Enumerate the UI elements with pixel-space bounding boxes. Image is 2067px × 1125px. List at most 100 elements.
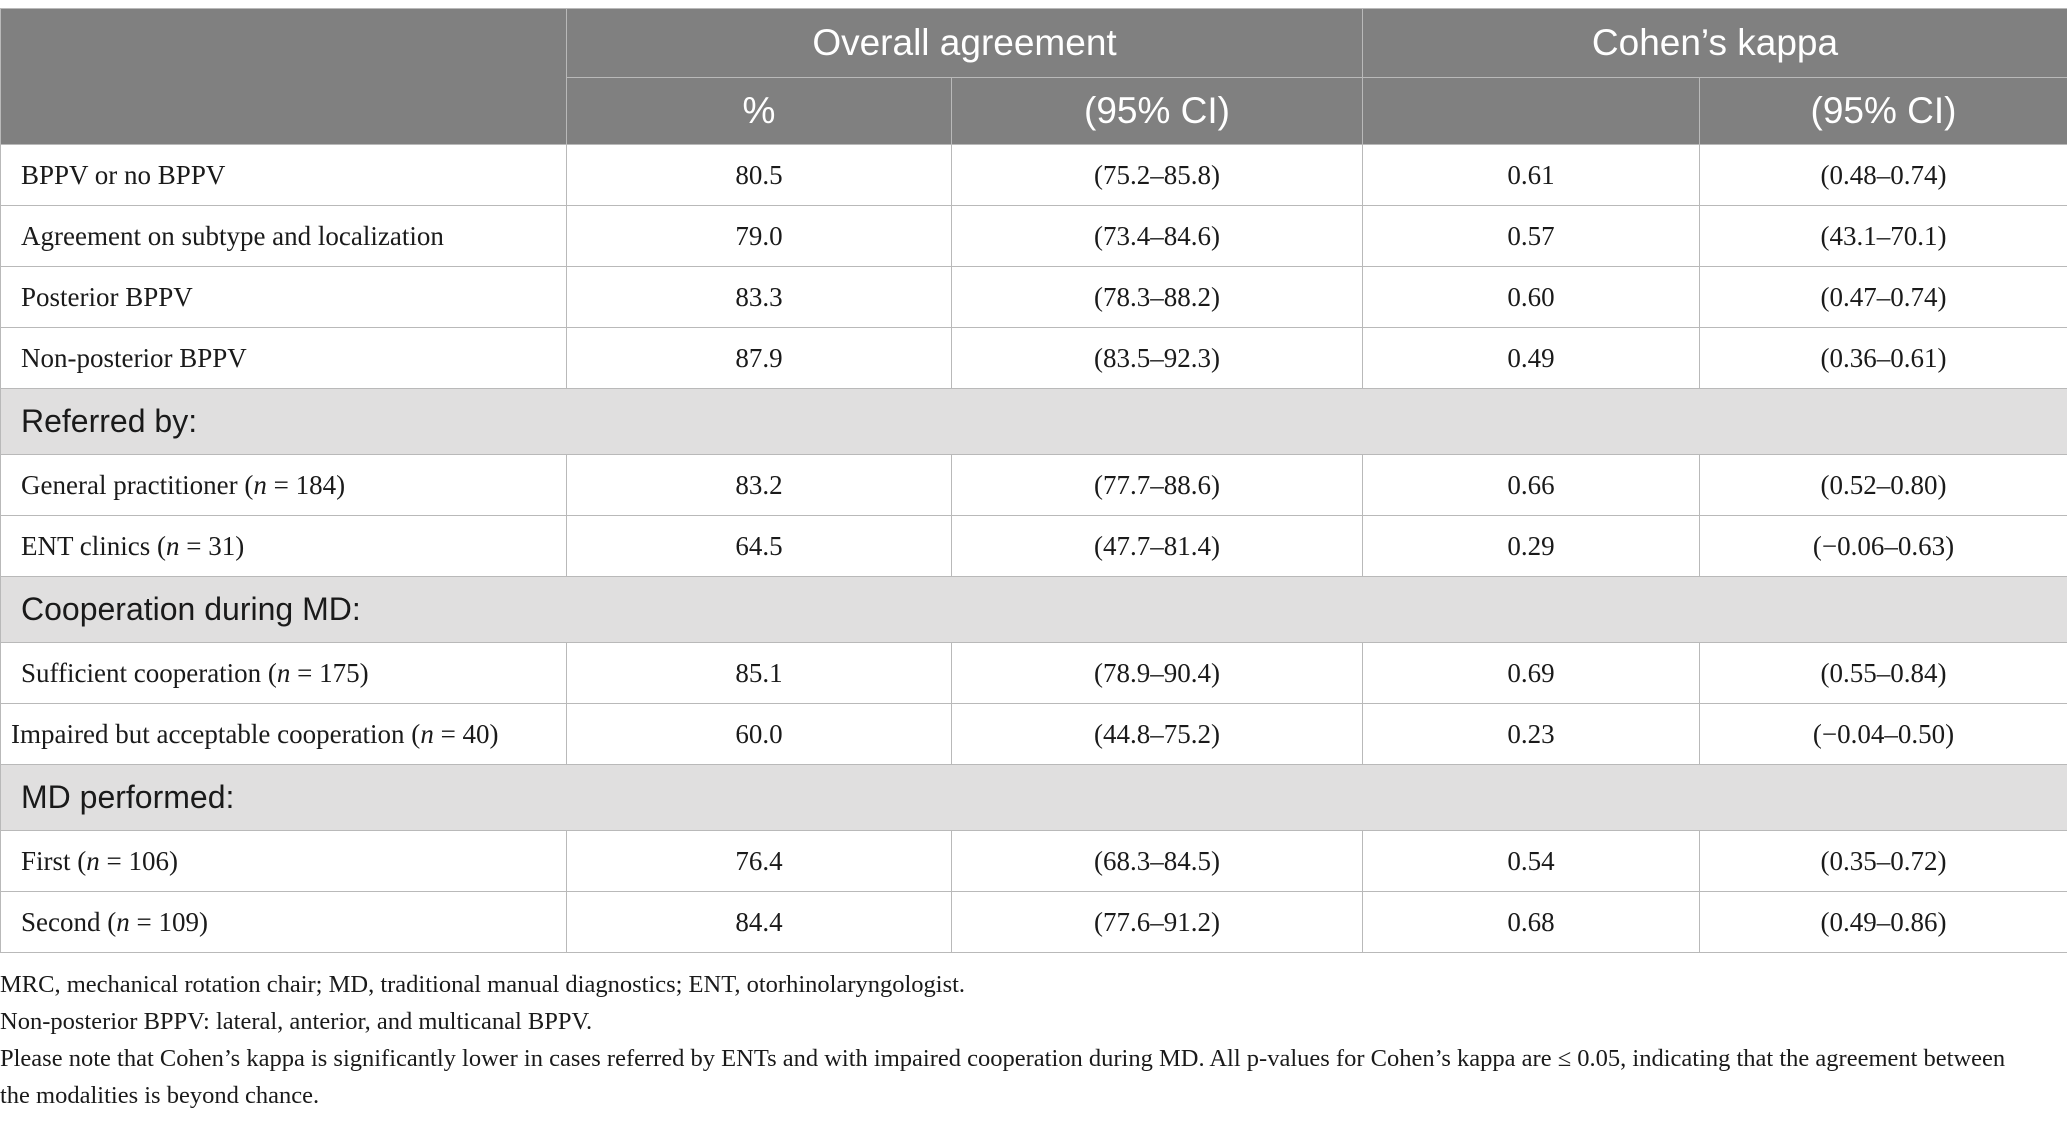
- row-kappa: 0.54: [1362, 830, 1700, 892]
- n-value: = 31): [179, 530, 245, 561]
- row-percent: 80.5: [566, 144, 952, 206]
- row-kappa-ci: (0.49–0.86): [1699, 891, 2067, 953]
- row-ci: (44.8–75.2): [951, 703, 1363, 765]
- table-row: Posterior BPPV 83.3 (78.3–88.2) 0.60 (0.…: [0, 266, 2067, 328]
- table-row: BPPV or no BPPV 80.5 (75.2–85.8) 0.61 (0…: [0, 144, 2067, 206]
- footnote-non-posterior: Non-posterior BPPV: lateral, anterior, a…: [0, 1008, 593, 1035]
- section-title: Referred by:: [0, 388, 2067, 455]
- row-label: BPPV or no BPPV: [0, 144, 567, 206]
- footnote-kappa-note: Please note that Cohen’s kappa is signif…: [0, 1045, 2006, 1109]
- row-ci: (68.3–84.5): [951, 830, 1363, 892]
- section-header-md-performed: MD performed:: [0, 764, 2067, 831]
- row-label: Second (n = 109): [0, 891, 567, 953]
- header-cohens-kappa: Cohen’s kappa: [1362, 8, 2067, 78]
- row-label: Sufficient cooperation (n = 175): [0, 642, 567, 704]
- row-label-text: General practitioner (: [21, 469, 254, 500]
- table-row: ENT clinics (n = 31) 64.5 (47.7–81.4) 0.…: [0, 515, 2067, 577]
- row-percent: 83.2: [566, 454, 952, 516]
- n-value: = 40): [433, 718, 499, 749]
- row-kappa-ci: (43.1–70.1): [1699, 205, 2067, 267]
- header-ci-kappa: (95% CI): [1699, 77, 2067, 145]
- table-footnotes: MRC, mechanical rotation chair; MD, trad…: [0, 966, 2040, 1114]
- row-percent: 85.1: [566, 642, 952, 704]
- header-overall-agreement: Overall agreement: [566, 8, 1363, 78]
- table-row: Impaired but acceptable cooperation (n =…: [0, 703, 2067, 765]
- row-ci: (47.7–81.4): [951, 515, 1363, 577]
- table-row: First (n = 106) 76.4 (68.3–84.5) 0.54 (0…: [0, 830, 2067, 892]
- row-kappa: 0.61: [1362, 144, 1700, 206]
- row-kappa-ci: (0.52–0.80): [1699, 454, 2067, 516]
- header-kappa-value: [1362, 77, 1700, 145]
- row-label: Posterior BPPV: [0, 266, 567, 328]
- row-ci: (78.3–88.2): [951, 266, 1363, 328]
- n-symbol: n: [86, 845, 100, 876]
- row-label: Non-posterior BPPV: [0, 327, 567, 389]
- section-header-cooperation: Cooperation during MD:: [0, 576, 2067, 643]
- row-label: ENT clinics (n = 31): [0, 515, 567, 577]
- n-symbol: n: [276, 657, 291, 688]
- row-kappa-ci: (−0.04–0.50): [1699, 703, 2067, 765]
- n-symbol: n: [420, 718, 434, 749]
- header-row-sub: % (95% CI) (95% CI): [1, 77, 2067, 145]
- n-value: = 175): [290, 657, 369, 688]
- row-kappa: 0.66: [1362, 454, 1700, 516]
- row-label-text: First (: [21, 845, 87, 876]
- n-symbol: n: [253, 469, 267, 500]
- n-value: = 109): [129, 906, 208, 937]
- n-symbol: n: [116, 906, 130, 937]
- row-kappa-ci: (0.48–0.74): [1699, 144, 2067, 206]
- table-row: Sufficient cooperation (n = 175) 85.1 (7…: [0, 642, 2067, 704]
- table-row: Non-posterior BPPV 87.9 (83.5–92.3) 0.49…: [0, 327, 2067, 389]
- row-kappa: 0.49: [1362, 327, 1700, 389]
- row-label-text: Impaired but acceptable cooperation (: [11, 718, 421, 749]
- row-label-text: Second (: [21, 906, 117, 937]
- row-ci: (77.6–91.2): [951, 891, 1363, 953]
- section-title: MD performed:: [0, 764, 2067, 831]
- section-header-referred-by: Referred by:: [0, 388, 2067, 455]
- header-ci-overall: (95% CI): [951, 77, 1363, 145]
- table-row: Second (n = 109) 84.4 (77.6–91.2) 0.68 (…: [0, 891, 2067, 953]
- n-value: = 184): [266, 469, 346, 500]
- row-ci: (78.9–90.4): [951, 642, 1363, 704]
- row-percent: 84.4: [566, 891, 952, 953]
- row-kappa: 0.23: [1362, 703, 1700, 765]
- row-kappa-ci: (0.47–0.74): [1699, 266, 2067, 328]
- row-kappa-ci: (0.36–0.61): [1699, 327, 2067, 389]
- n-value: = 106): [99, 845, 178, 876]
- footnote-abbreviations: MRC, mechanical rotation chair; MD, trad…: [0, 971, 966, 998]
- table-row: General practitioner (n = 184) 83.2 (77.…: [0, 454, 2067, 516]
- row-ci: (83.5–92.3): [951, 327, 1363, 389]
- row-label: First (n = 106): [0, 830, 567, 892]
- row-kappa-ci: (0.55–0.84): [1699, 642, 2067, 704]
- table-body: BPPV or no BPPV 80.5 (75.2–85.8) 0.61 (0…: [0, 144, 2067, 953]
- row-percent: 64.5: [566, 515, 952, 577]
- row-label-text: Sufficient cooperation (: [21, 657, 277, 688]
- row-percent: 76.4: [566, 830, 952, 892]
- row-kappa: 0.29: [1362, 515, 1700, 577]
- row-kappa: 0.68: [1362, 891, 1700, 953]
- table-header: Overall agreement Cohen’s kappa % (95% C…: [0, 8, 2067, 145]
- row-percent: 79.0: [566, 205, 952, 267]
- header-empty-cell: [0, 8, 567, 145]
- row-percent: 83.3: [566, 266, 952, 328]
- header-row-top: Overall agreement Cohen’s kappa: [0, 8, 2067, 145]
- row-ci: (73.4–84.6): [951, 205, 1363, 267]
- n-symbol: n: [165, 530, 180, 561]
- row-kappa: 0.60: [1362, 266, 1700, 328]
- row-label: Impaired but acceptable cooperation (n =…: [0, 703, 567, 765]
- section-title: Cooperation during MD:: [0, 576, 2067, 643]
- row-label-text: ENT clinics (: [21, 530, 166, 561]
- header-percent: %: [566, 77, 952, 145]
- row-ci: (77.7–88.6): [951, 454, 1363, 516]
- row-percent: 87.9: [566, 327, 952, 389]
- row-ci: (75.2–85.8): [951, 144, 1363, 206]
- row-kappa: 0.69: [1362, 642, 1700, 704]
- table-row: Agreement on subtype and localization 79…: [0, 205, 2067, 267]
- row-kappa-ci: (−0.06–0.63): [1699, 515, 2067, 577]
- row-label: General practitioner (n = 184): [0, 454, 567, 516]
- row-kappa-ci: (0.35–0.72): [1699, 830, 2067, 892]
- results-table: Overall agreement Cohen’s kappa % (95% C…: [0, 8, 2067, 953]
- row-kappa: 0.57: [1362, 205, 1700, 267]
- row-label: Agreement on subtype and localization: [0, 205, 567, 267]
- row-percent: 60.0: [566, 703, 952, 765]
